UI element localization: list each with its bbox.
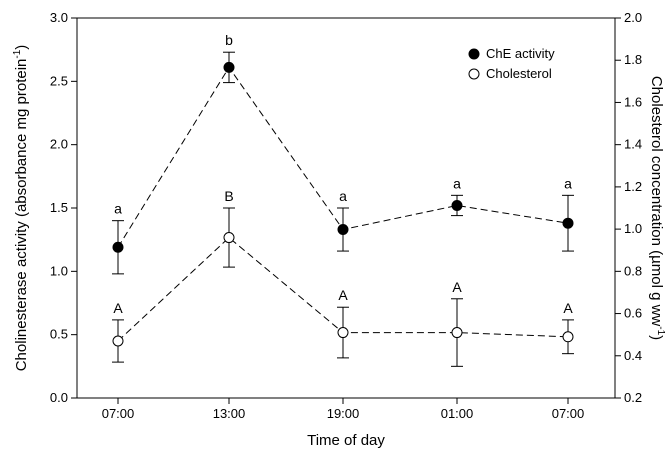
right-tick-label-4: 1.0 [624,221,642,236]
x-tick-label-1: 13:00 [213,406,246,421]
data-point-cholesterol-3 [451,327,463,339]
series-layer: a b a a a A B A A A [112,32,574,367]
sig-label-cholesterol-2: A [338,287,348,303]
data-point-cholesterol-2 [337,327,349,339]
left-axis-title-sup: -1 [12,49,23,58]
x-tick-label-3: 01:00 [441,406,474,421]
left-tick-label-5: 2.5 [50,73,68,88]
x-axis-title: Time of day [307,432,385,449]
sig-label-che-1: b [225,32,233,48]
right-tick-label-5: 1.2 [624,179,642,194]
sig-label-cholesterol-3: A [452,279,462,295]
data-point-che-4 [562,217,574,229]
x-axis: 07:00 13:00 19:00 01:00 07:00 [102,398,585,421]
right-axis-title-end: ) [648,335,665,340]
left-axis: 0.0 0.5 1.0 1.5 2.0 2.5 3.0 [50,10,77,405]
left-axis-title: Cholinesterase activity (absorbance mg p… [12,45,30,372]
data-point-cholesterol-4 [562,331,574,343]
sig-label-cholesterol-1: B [224,188,233,204]
left-tick-label-3: 1.5 [50,200,68,215]
right-axis: 0.2 0.4 0.6 0.8 1.0 1.2 1.4 1.6 1.8 2.0 [615,10,642,405]
right-axis-title: Cholesterol concentration (µmol g ww-1) [648,76,665,340]
legend-label-cholesterol: Cholesterol [486,66,552,81]
left-tick-label-2: 1.0 [50,263,68,278]
series-cholesterol: A B A A A [112,188,574,367]
data-point-che-1 [223,61,235,73]
legend: ChE activity Cholesterol [468,46,555,81]
left-tick-label-0: 0.0 [50,390,68,405]
left-tick-label-4: 2.0 [50,137,68,152]
series-che: a b a a a [112,32,574,275]
x-tick-label-4: 07:00 [552,406,585,421]
sig-label-cholesterol-4: A [563,300,573,316]
left-tick-label-6: 3.0 [50,10,68,25]
sig-label-cholesterol-0: A [113,300,123,316]
right-axis-title-main: Cholesterol concentration (µmol g ww [648,76,665,327]
x-tick-label-2: 19:00 [327,406,360,421]
right-tick-label-9: 2.0 [624,10,642,25]
data-point-che-0 [112,241,124,253]
right-tick-label-6: 1.4 [624,137,642,152]
right-tick-label-3: 0.8 [624,263,642,278]
left-axis-title-end: ) [13,45,30,50]
sig-label-che-3: a [453,175,461,191]
legend-label-che: ChE activity [486,46,555,61]
right-tick-label-7: 1.6 [624,94,642,109]
legend-marker-cholesterol [468,68,480,80]
left-axis-title-main: Cholinesterase activity (absorbance mg p… [13,59,30,372]
right-tick-label-1: 0.4 [624,348,642,363]
data-point-che-2 [337,224,349,236]
sig-label-che-2: a [339,188,347,204]
data-point-che-3 [451,199,463,211]
left-tick-label-1: 0.5 [50,327,68,342]
x-tick-label-0: 07:00 [102,406,135,421]
right-tick-label-0: 0.2 [624,390,642,405]
sig-label-che-0: a [114,201,122,217]
right-axis-title-sup: -1 [655,326,665,335]
data-point-cholesterol-1 [223,232,235,244]
right-tick-label-8: 1.8 [624,52,642,67]
legend-marker-che [468,48,480,60]
right-tick-label-2: 0.6 [624,306,642,321]
sig-label-che-4: a [564,175,572,191]
data-point-cholesterol-0 [112,335,124,347]
